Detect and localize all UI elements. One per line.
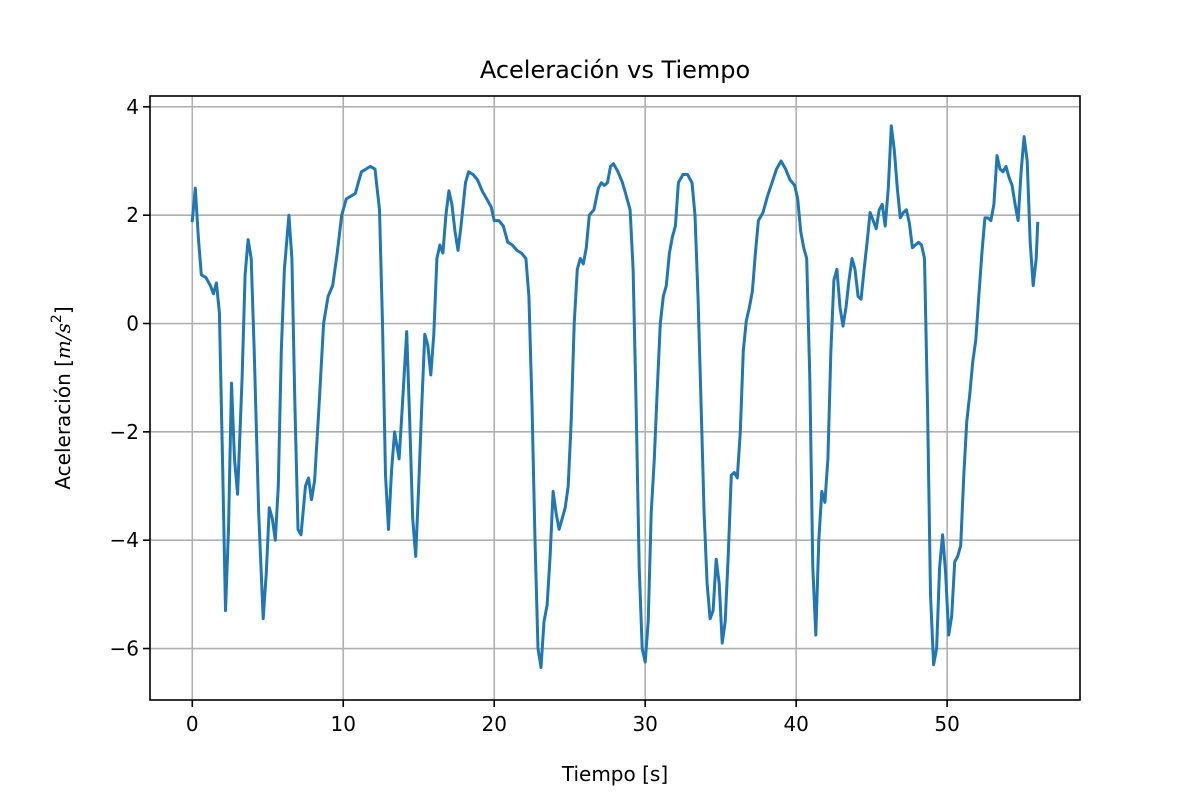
y-axis-label-unit-slash: / (51, 331, 75, 342)
y-tick-label: −2 (110, 420, 139, 444)
grid-lines (150, 96, 1080, 700)
y-axis-label-unit-m: m (51, 340, 75, 359)
y-axis-label-unit-exponent: 2 (49, 314, 65, 323)
y-tick-label: 4 (126, 95, 139, 119)
y-tick-label: −6 (110, 637, 139, 661)
y-axis-label-suffix: ] (51, 306, 75, 314)
x-tick-label: 0 (186, 712, 199, 736)
y-axis-label: Aceleración [m/s2] (49, 306, 75, 489)
x-tick-label: 10 (331, 712, 356, 736)
x-tick-label: 30 (632, 712, 657, 736)
y-axis-label-prefix: Aceleración [ (51, 359, 75, 490)
y-axis-ticks: 4 2 0 −2 −4 −6 (110, 95, 150, 661)
y-tick-label: 0 (126, 312, 139, 336)
plot-frame (149, 95, 1081, 701)
x-tick-label: 50 (934, 712, 959, 736)
chart-title: Aceleración vs Tiempo (480, 56, 750, 84)
y-axis-label-unit-s: s (51, 323, 75, 333)
series-line (190, 124, 1040, 669)
x-tick-label: 40 (783, 712, 808, 736)
x-axis-label: Tiempo [s] (561, 762, 668, 786)
x-axis-ticks: 0 10 20 30 40 50 (186, 700, 960, 736)
y-tick-label: 2 (126, 203, 139, 227)
x-tick-label: 20 (481, 712, 506, 736)
y-tick-label: −4 (110, 528, 139, 552)
series-layer (190, 124, 1040, 669)
